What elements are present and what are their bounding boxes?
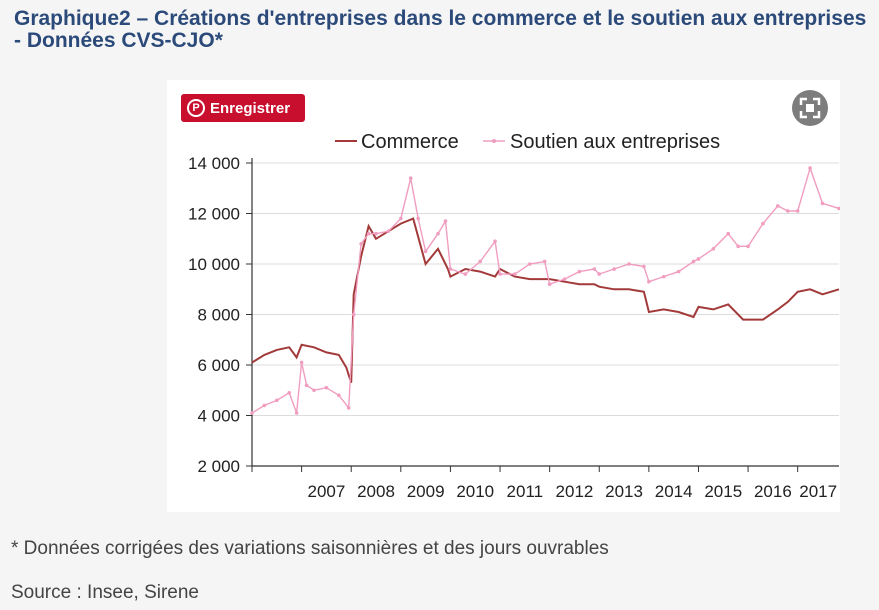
data-point [262, 403, 267, 408]
data-point [493, 239, 497, 244]
data-point [250, 411, 254, 415]
data-point [299, 360, 304, 365]
data-point [513, 272, 517, 276]
x-tick-label: 2010 [456, 482, 494, 501]
x-tick-label: 2014 [655, 482, 693, 501]
data-point [346, 406, 351, 410]
x-tick-label: 2016 [754, 482, 792, 501]
footnote: * Données corrigées des variations saiso… [11, 538, 609, 559]
data-point [726, 231, 731, 236]
data-point [761, 221, 765, 226]
x-tick-label: 2012 [556, 482, 594, 501]
series-line-soutien [251, 165, 840, 414]
data-point [399, 216, 403, 221]
data-point [661, 274, 666, 279]
series-line-commerce [251, 217, 840, 384]
data-point [359, 242, 363, 246]
data-point [423, 249, 428, 254]
x-tick-label: 2015 [704, 482, 742, 501]
x-tick-label: 2008 [357, 482, 395, 501]
data-point [795, 209, 800, 213]
data-point [337, 393, 341, 398]
data-point [443, 219, 448, 223]
x-tick-label: 2009 [407, 482, 445, 501]
data-point [275, 398, 279, 403]
y-tick-label: 4 000 [197, 407, 240, 426]
data-point [436, 231, 440, 236]
data-point [592, 267, 597, 271]
data-point [386, 229, 391, 233]
data-point [478, 259, 482, 264]
data-point [597, 272, 602, 276]
data-point [498, 272, 502, 276]
data-point [837, 206, 840, 211]
chart-card [167, 80, 840, 512]
data-point [324, 385, 329, 390]
save-to-pinterest-button[interactable]: P Enregistrer [181, 94, 305, 122]
line-chart: 2 000 4 000 6 000 8 000 10 000 12 000 14 000 20… [188, 131, 840, 501]
data-point [736, 244, 740, 249]
data-point [542, 259, 547, 264]
data-point [408, 176, 413, 180]
data-point [287, 390, 292, 395]
data-point [527, 262, 532, 266]
fullscreen-expand-icon [799, 97, 821, 119]
y-tick-label: 2 000 [197, 457, 240, 476]
data-point [416, 216, 420, 221]
data-point [711, 247, 716, 251]
data-point [612, 267, 616, 271]
fullscreen-expand-button[interactable] [792, 90, 828, 126]
data-point [312, 388, 316, 393]
y-tick-label: 6 000 [197, 356, 240, 375]
data-point [351, 312, 356, 317]
data-point [696, 257, 701, 261]
data-point [647, 279, 651, 284]
save-button-label: Enregistrer [210, 99, 291, 117]
data-point [577, 269, 582, 274]
x-tick-label: 2013 [605, 482, 643, 501]
legend-label-soutien: Soutien aux entreprises [510, 131, 720, 153]
data-point [785, 209, 790, 213]
x-tick-label: 2017 [799, 482, 837, 501]
data-point [374, 231, 378, 236]
data-point [691, 259, 696, 264]
pinterest-icon: P [187, 99, 205, 117]
y-tick-label: 14 000 [188, 154, 240, 173]
data-point [448, 267, 453, 271]
data-point [746, 244, 750, 249]
data-point [294, 411, 299, 415]
data-point [463, 272, 468, 276]
legend-marker-soutien [492, 139, 496, 143]
x-tick-label: 2007 [307, 482, 345, 501]
source-note: Source : Insee, Sirene [11, 582, 199, 603]
data-point [808, 166, 812, 170]
data-point [776, 204, 780, 208]
data-point [820, 201, 825, 206]
data-point [676, 269, 681, 274]
y-tick-label: 10 000 [188, 255, 240, 274]
y-tick-label: 12 000 [188, 205, 240, 224]
data-point [642, 264, 646, 269]
legend-label-commerce: Commerce [361, 131, 459, 153]
data-point [304, 383, 309, 388]
data-point [627, 262, 631, 266]
data-point [562, 277, 567, 281]
x-tick-label: 2011 [507, 482, 544, 501]
data-point [547, 282, 552, 286]
page-title: Graphique2 – Créations d'entreprises dan… [14, 7, 867, 52]
y-tick-label: 8 000 [197, 306, 240, 325]
data-point [366, 231, 371, 236]
